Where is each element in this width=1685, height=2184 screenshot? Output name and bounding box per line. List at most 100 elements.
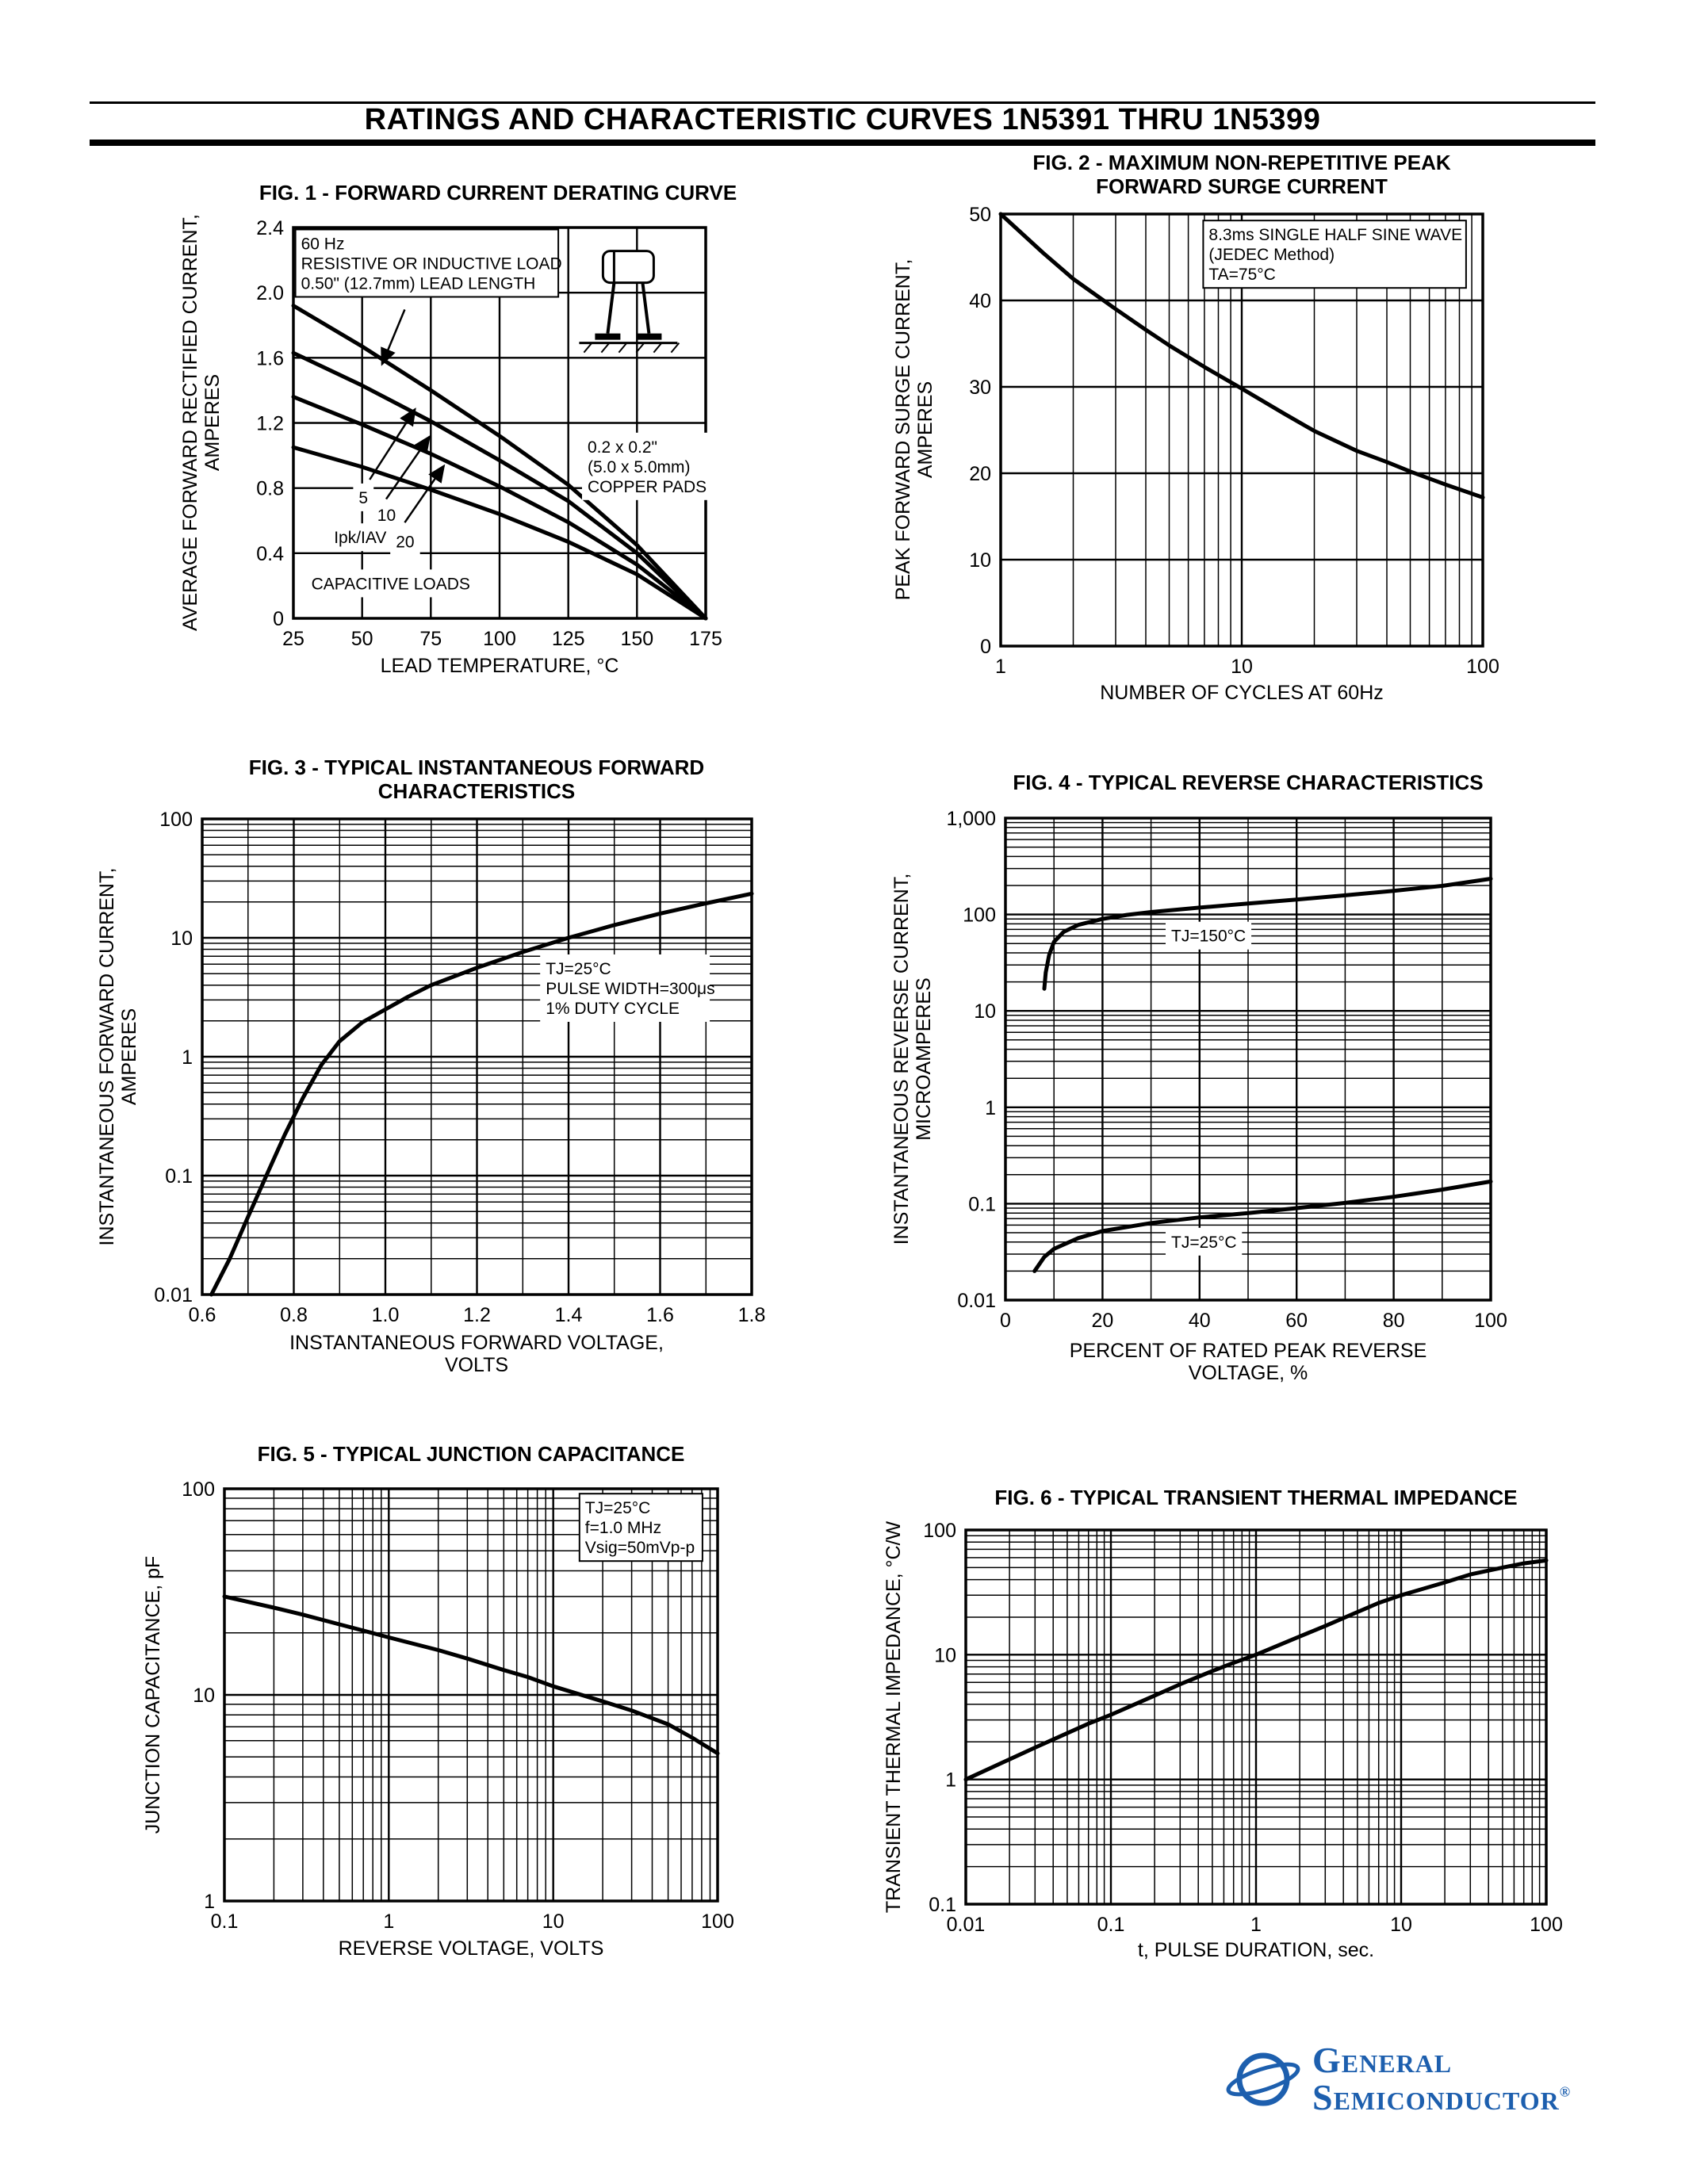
- fig4-x-tick-label: 100: [1474, 1310, 1507, 1332]
- fig2-annotation-text: 8.3ms SINGLE HALF SINE WAVE: [1208, 226, 1462, 244]
- fig5-x-tick-label: 0.1: [211, 1911, 239, 1933]
- fig3-y-tick-label: 10: [170, 928, 193, 950]
- fig1-series-capacitive-load-ipk-iav-5: [291, 350, 708, 621]
- fig1-callout-arrow: [404, 464, 446, 523]
- fig1-y-tick-label: 1.2: [256, 413, 284, 435]
- fig4-plot-border: [1004, 817, 1492, 1302]
- fig3-x-tick-label: 1.6: [646, 1304, 674, 1326]
- svg-text:AVERAGE FORWARD RECTIFIED CURR: AVERAGE FORWARD RECTIFIED CURRENT,: [179, 214, 201, 631]
- fig1-callout-arrow: [385, 434, 431, 500]
- logo-globe-icon: [1226, 2052, 1300, 2106]
- fig1-x-tick-label: 50: [351, 628, 373, 650]
- fig4-y-tick-label: 1: [985, 1097, 996, 1119]
- fig4-x-tick-label: 80: [1383, 1310, 1405, 1332]
- fig3-y-tick-label: 0.1: [165, 1165, 193, 1188]
- fig6-y-tick-label: 1: [945, 1769, 956, 1792]
- fig6-plot-border: [964, 1528, 1548, 1906]
- fig3-y-tick-label: 1: [182, 1046, 193, 1069]
- logo-name-line2: Semiconductor®: [1312, 2079, 1571, 2117]
- fig1-annotation-box: [294, 228, 560, 298]
- fig5-y-tick-label: 100: [182, 1478, 215, 1501]
- fig1: FIG. 1 - FORWARD CURRENT DERATING CURVE 2…: [179, 181, 737, 677]
- logo-text: General Semiconductor®: [1312, 2041, 1571, 2117]
- fig1-x-tick-label: 100: [483, 628, 516, 650]
- svg-text:AMPERES: AMPERES: [914, 381, 936, 478]
- fig5-x-axis-label: REVERSE VOLTAGE, VOLTS: [339, 1937, 604, 1960]
- fig2-annotation-text: TA=75°C: [1208, 266, 1275, 284]
- fig1-y-tick-label: 2.0: [256, 282, 284, 304]
- fig2-y-tick-label: 50: [969, 204, 991, 226]
- fig2-y-tick-label: 40: [969, 290, 991, 312]
- fig5-annotation-text: Vsig=50mVp-p: [585, 1539, 695, 1557]
- fig1-x-axis-label: LEAD TEMPERATURE, °C: [381, 655, 619, 677]
- fig4-y-tick-label: 1,000: [946, 808, 996, 830]
- fig3-x-tick-label: 1.2: [463, 1304, 491, 1326]
- fig2-y-tick-label: 30: [969, 377, 991, 399]
- fig4-y-axis-label: INSTANTANEOUS REVERSE CURRENT, MICROAMPER…: [890, 874, 935, 1245]
- fig6-x-tick-label: 10: [1390, 1914, 1412, 1936]
- fig3-series-instantaneous-forward-characteristic: [209, 891, 754, 1297]
- fig3-x-tick-label: 1.0: [372, 1304, 400, 1326]
- fig6-x-tick-label: 100: [1530, 1914, 1563, 1936]
- fig1-mounting-inset-drawing: [579, 250, 680, 354]
- fig3-x-tick-label: 1.4: [555, 1304, 583, 1326]
- fig1-annotation-box: [353, 483, 374, 511]
- fig1-annotation-text: 0.50" (12.7mm) LEAD LENGTH: [301, 275, 536, 293]
- svg-text:INSTANTANEOUS FORWARD CURRENT,: INSTANTANEOUS FORWARD CURRENT,: [96, 868, 118, 1246]
- fig1-annotation-text: 0.2 x 0.2": [588, 438, 657, 457]
- fig2: FIG. 2 - MAXIMUM NON-REPETITIVE PEAKFORW…: [892, 151, 1499, 704]
- fig1-annotation-text: (5.0 x 5.0mm): [588, 458, 691, 476]
- fig4-series-reverse-current-tj-25c: [1032, 1179, 1493, 1273]
- fig6-y-tick-label: 100: [923, 1520, 956, 1542]
- fig4-x-axis-label: VOLTAGE, %: [1189, 1362, 1308, 1384]
- fig4-annotation-text: TJ=150°C: [1171, 928, 1246, 946]
- fig1-annotation-box: [390, 527, 420, 556]
- fig2-annotation-text: (JEDEC Method): [1208, 246, 1335, 264]
- fig2-x-tick-label: 1: [995, 656, 1006, 678]
- page-title: RATINGS AND CHARACTERISTIC CURVES 1N5391…: [364, 103, 1321, 136]
- fig3-x-axis-label: VOLTS: [445, 1354, 508, 1376]
- fig3: FIG. 3 - TYPICAL INSTANTANEOUS FORWARDCH…: [96, 755, 765, 1376]
- fig4-y-tick-label: 100: [963, 905, 996, 927]
- fig4-y-tick-label: 0.1: [968, 1193, 996, 1215]
- fig2-series-peak-forward-surge-current: [998, 212, 1485, 499]
- fig3-annotation-text: 1% DUTY CYCLE: [546, 1000, 680, 1018]
- fig1-series-capacitive-load-ipk-iav-10: [291, 395, 708, 621]
- fig1-title: FIG. 1 - FORWARD CURRENT DERATING CURVE: [259, 181, 737, 205]
- svg-text:PEAK FORWARD SURGE CURRENT,: PEAK FORWARD SURGE CURRENT,: [892, 259, 914, 601]
- fig2-title: FIG. 2 - MAXIMUM NON-REPETITIVE PEAK: [1032, 151, 1450, 174]
- fig1-x-tick-label: 75: [419, 628, 442, 650]
- fig1-x-tick-label: 25: [282, 628, 304, 650]
- logo-registered-mark: ®: [1559, 2083, 1572, 2100]
- fig1-series-resistive-or-inductive-load: [291, 304, 708, 621]
- fig3-x-axis-label: INSTANTANEOUS FORWARD VOLTAGE,: [289, 1332, 664, 1354]
- fig3-annotation-text: TJ=25°C: [546, 960, 611, 978]
- header-rule-top: [90, 101, 1595, 104]
- svg-text:MICROAMPERES: MICROAMPERES: [913, 977, 935, 1141]
- svg-text:JUNCTION CAPACITANCE, pF: JUNCTION CAPACITANCE, pF: [142, 1556, 164, 1834]
- fig5-y-axis-label: JUNCTION CAPACITANCE, pF: [142, 1556, 164, 1834]
- fig2-title: FORWARD SURGE CURRENT: [1096, 174, 1388, 198]
- fig5: FIG. 5 - TYPICAL JUNCTION CAPACITANCE 0.1…: [142, 1442, 734, 1960]
- fig3-x-tick-label: 1.8: [738, 1304, 766, 1326]
- fig1-annotation-text: COPPER PADS: [588, 478, 707, 496]
- fig1-annotation-text: 10: [377, 507, 396, 525]
- fig1-annotation-text: 20: [396, 534, 414, 552]
- fig4: FIG. 4 - TYPICAL REVERSE CHARACTERISTICS…: [890, 771, 1507, 1384]
- fig1-plot-border: [292, 226, 707, 620]
- fig3-x-tick-label: 0.6: [189, 1304, 216, 1326]
- fig1-annotation-box: [305, 569, 466, 598]
- fig6-y-axis-label: TRANSIENT THERMAL IMPEDANCE, °C/W: [883, 1520, 905, 1913]
- fig2-x-tick-label: 10: [1231, 656, 1253, 678]
- fig1-y-tick-label: 0: [273, 608, 284, 630]
- fig5-series-junction-capacitance: [222, 1594, 720, 1756]
- fig1-x-tick-label: 150: [620, 628, 653, 650]
- fig3-y-tick-label: 0.01: [154, 1284, 193, 1306]
- fig1-y-tick-label: 0.8: [256, 478, 284, 500]
- header-rule-bottom: [90, 140, 1595, 146]
- fig5-x-tick-label: 100: [701, 1911, 734, 1933]
- fig4-x-tick-label: 40: [1189, 1310, 1211, 1332]
- fig1-callout-arrow: [369, 407, 416, 480]
- fig3-y-tick-label: 100: [159, 809, 193, 831]
